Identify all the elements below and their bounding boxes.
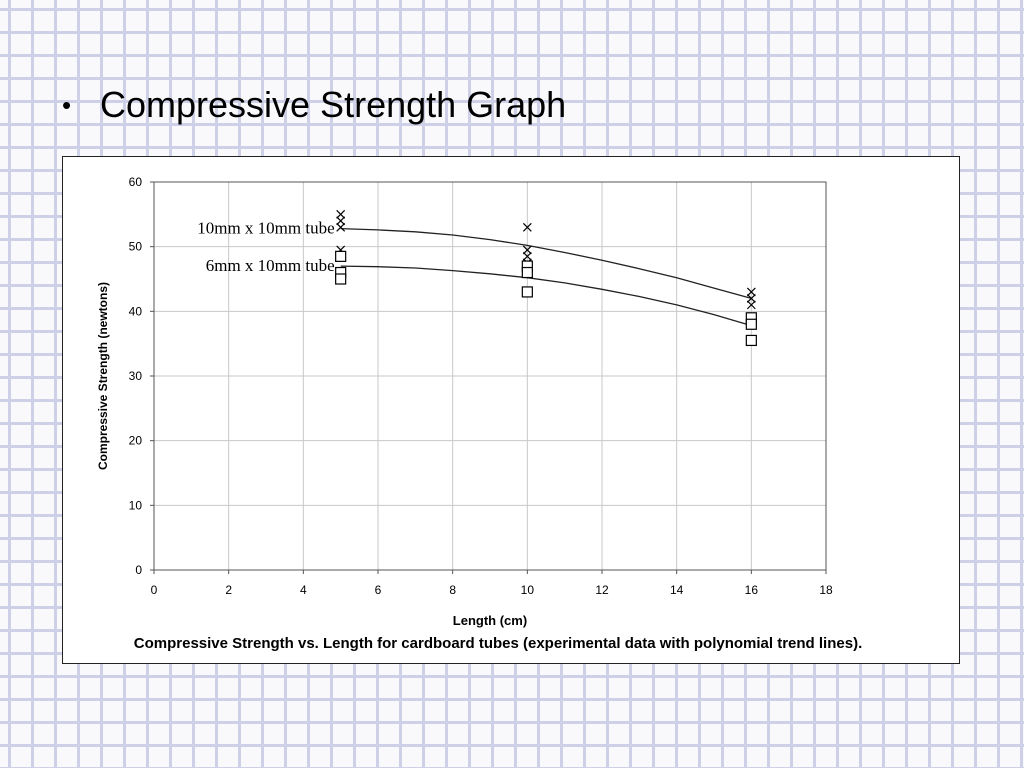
square-marker: [521, 266, 533, 279]
x-tick-label: 8: [449, 583, 456, 597]
y-axis-label: Compressive Strength (newtons): [96, 282, 110, 470]
x-tick-label: 16: [745, 583, 759, 597]
chart-caption: Compressive Strength vs. Length for card…: [134, 635, 862, 652]
square-marker: [335, 250, 347, 262]
chart-figure: 0 10 20 30 40 50 60 0 2 4 6 8 10 12 14 16 18 10mm x 10mm…: [62, 156, 960, 664]
x-tick-label: 6: [375, 583, 382, 597]
x-marker: [746, 287, 756, 297]
x-marker: [522, 222, 532, 232]
bullet-icon: •: [62, 89, 72, 120]
y-tick-label: 10: [129, 498, 143, 512]
square-marker: [745, 318, 757, 330]
x-tick-label: 10: [521, 583, 535, 597]
tick-labels: 0 10 20 30 40 50 60 0 2 4 6 8 10 12 14 16 18: [129, 175, 833, 597]
y-tick-label: 0: [135, 563, 142, 577]
y-tick-label: 40: [129, 304, 143, 318]
y-tick-label: 60: [129, 175, 143, 189]
x-marker: [746, 293, 756, 303]
x-tick-label: 0: [151, 583, 158, 597]
square-marker: [745, 334, 757, 347]
trend-lines: [340, 227, 752, 327]
y-tick-label: 50: [129, 240, 143, 254]
x-tick-label: 2: [225, 583, 232, 597]
x-tick-label: 18: [819, 583, 833, 597]
compressive-strength-chart: 0 10 20 30 40 50 60 0 2 4 6 8 10 12 14 16 18 10mm x 10mm…: [96, 175, 862, 652]
y-tick-label: 30: [129, 369, 143, 383]
x-marker: [522, 251, 532, 261]
x-marker: [522, 245, 532, 255]
square-marker: [335, 273, 347, 285]
x-marker: [336, 209, 346, 219]
data-points: [335, 209, 757, 347]
y-tick-label: 20: [129, 434, 143, 448]
slide-title-row: • Compressive Strength Graph: [62, 84, 566, 126]
x-marker: [336, 222, 346, 232]
trend-line-2: [340, 265, 752, 327]
x-axis-label: Length (cm): [453, 613, 527, 628]
plot-frame: [153, 181, 827, 571]
trend-line-1: [340, 227, 752, 300]
x-marker: [746, 300, 756, 310]
x-tick-label: 4: [300, 583, 307, 597]
series-labels: 10mm x 10mm tube 6mm x 10mm tube: [197, 219, 334, 276]
chart-grid: [150, 181, 827, 574]
square-marker: [521, 286, 533, 298]
series-label-1: 10mm x 10mm tube: [197, 219, 334, 238]
x-tick-label: 14: [670, 583, 684, 597]
series-label-2: 6mm x 10mm tube: [206, 256, 335, 275]
x-marker: [336, 216, 346, 226]
x-tick-label: 12: [595, 583, 609, 597]
slide-title: Compressive Strength Graph: [100, 84, 567, 125]
